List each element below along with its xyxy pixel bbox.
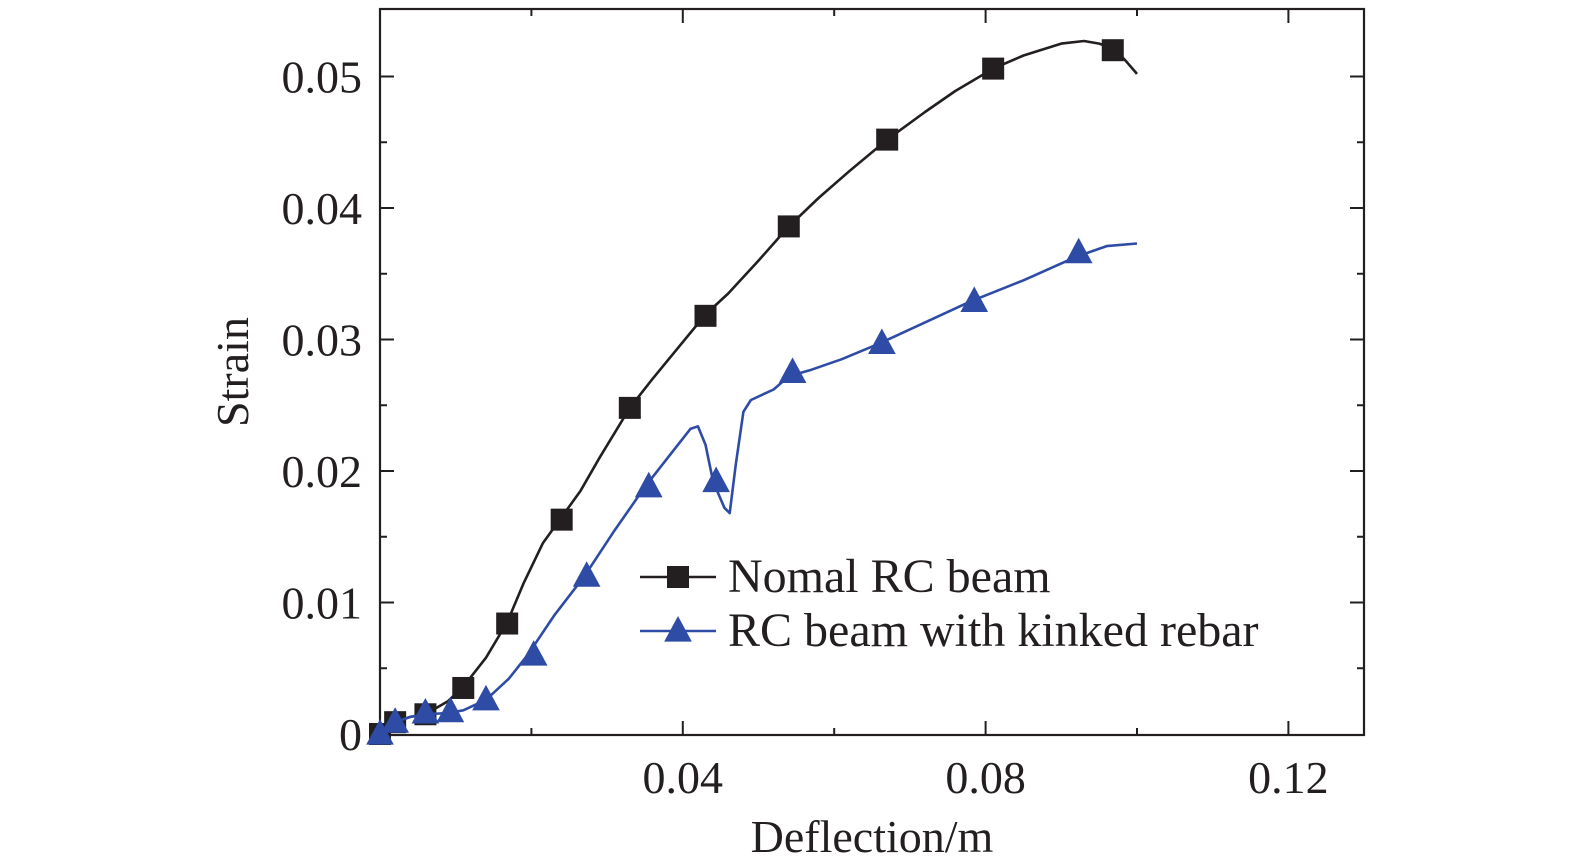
square-marker: [452, 676, 475, 699]
legend-item: Nomal RC beam: [640, 550, 1051, 603]
square-marker: [982, 57, 1005, 80]
triangle-marker: [868, 328, 896, 355]
x-tick-label: 0.04: [643, 752, 724, 803]
square-marker: [550, 508, 573, 531]
legend-square-marker: [667, 566, 689, 588]
triangle-marker: [778, 357, 807, 383]
x-axis-ticks: 0.04 0.08 0.12: [530, 9, 1329, 803]
legend-triangle-marker: [664, 616, 692, 642]
triangle-marker: [472, 684, 500, 711]
square-marker: [694, 304, 717, 327]
y-axis-title: Strain: [207, 317, 258, 427]
y-tick-label: 0.03: [282, 315, 363, 366]
triangle-marker: [702, 466, 730, 493]
triangle-marker: [572, 561, 601, 587]
triangle-marker: [1064, 237, 1093, 264]
series-line: [379, 242, 1138, 735]
legend-label: Nomal RC beam: [728, 550, 1051, 603]
square-marker: [777, 215, 800, 238]
y-tick-label: 0.04: [282, 183, 363, 234]
x-tick-label: 0.08: [945, 752, 1026, 803]
square-marker: [876, 128, 899, 151]
series-2: [366, 237, 1138, 745]
triangle-marker: [381, 707, 409, 733]
legend-label: RC beam with kinked rebar: [728, 604, 1259, 657]
triangle-marker: [634, 471, 663, 498]
y-tick-label: 0.05: [282, 52, 363, 103]
y-tick-label: 0.02: [282, 446, 363, 497]
triangle-marker: [411, 697, 440, 724]
x-tick-label: 0.12: [1248, 752, 1329, 803]
plot-frame: [378, 7, 1366, 737]
triangle-marker: [519, 640, 548, 666]
triangle-marker: [436, 696, 465, 723]
legend-item: RC beam with kinked rebar: [640, 604, 1259, 657]
series-layer: [366, 39, 1138, 745]
y-tick-label: 0.01: [282, 578, 363, 629]
square-marker: [618, 396, 641, 419]
triangle-marker: [960, 286, 989, 312]
x-axis-title: Deflection/m: [751, 811, 994, 862]
square-marker: [496, 612, 519, 635]
y-axis-ticks: 0 0.01 0.02 0.03 0.04 0.05: [282, 52, 1364, 760]
square-marker: [1101, 39, 1124, 62]
series-1: [369, 39, 1138, 745]
y-tick-label: 0: [339, 709, 362, 760]
